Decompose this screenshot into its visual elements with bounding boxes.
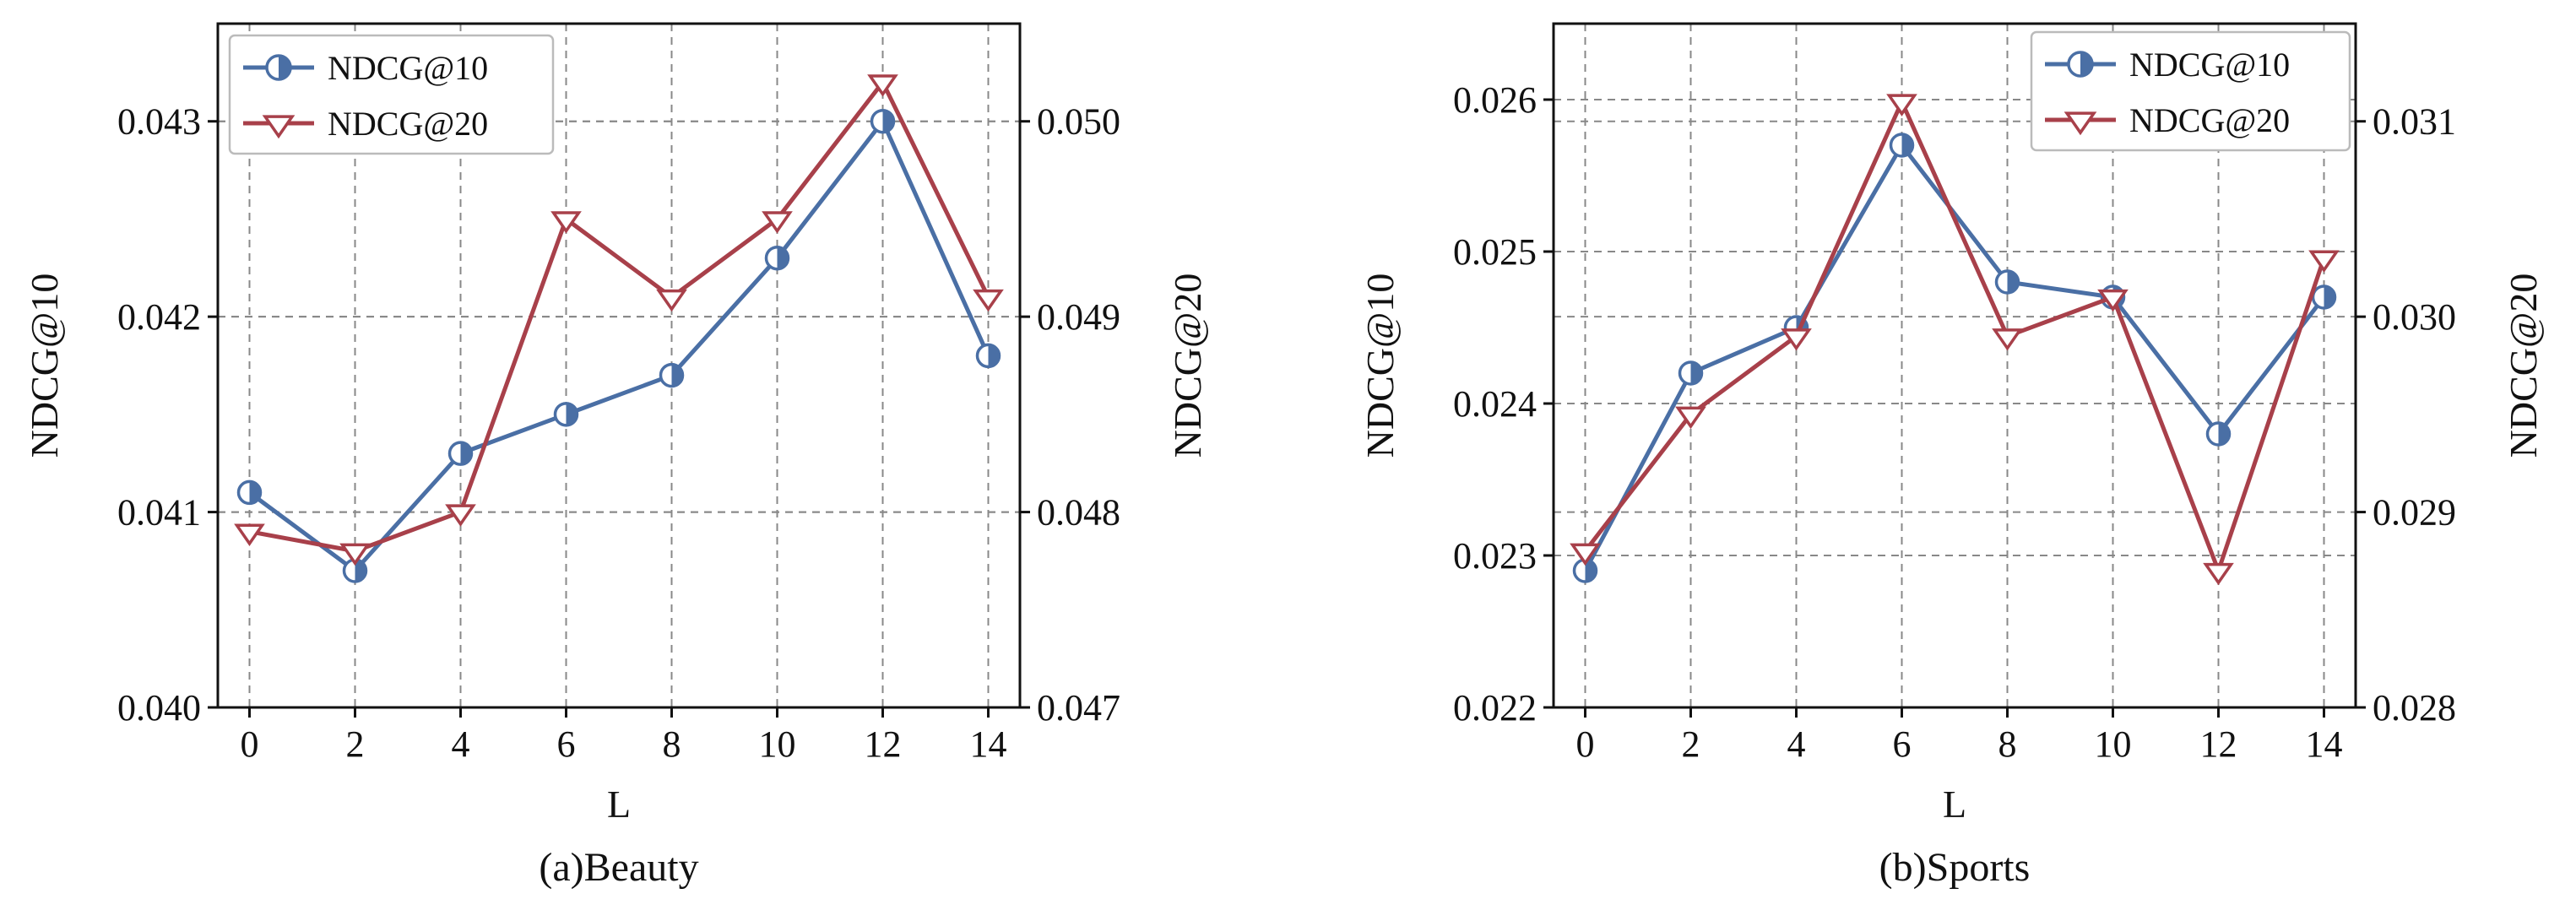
triangle-marker (2064, 111, 2097, 136)
triangle-marker (867, 74, 898, 97)
triangle-marker (339, 543, 371, 566)
legend-item: NDCG@20 (2045, 101, 2290, 139)
y-left-tick-label: 0.042 (117, 296, 201, 338)
circle-marker (2067, 51, 2094, 78)
x-tick-label: 2 (346, 723, 365, 765)
triangle-marker (2308, 250, 2340, 273)
y-right-tick-label: 0.031 (2373, 101, 2456, 143)
circle-marker (764, 245, 790, 271)
triangle-marker (656, 289, 687, 312)
plot-frame (216, 22, 1022, 709)
x-tick-label: 4 (1787, 723, 1806, 765)
series-ndcg-10 (1572, 133, 2337, 583)
circle-marker (1994, 269, 2020, 295)
y-left-tick-label: 0.025 (1453, 231, 1537, 273)
y-left-tick-label: 0.024 (1453, 383, 1537, 425)
triangle-marker (1781, 328, 1812, 351)
chart-panel: 0 2 4 6 8 10 12 14 0.040 0.041 0.042 0.043 0.047 0.04… (23, 22, 1209, 890)
legend-item: NDCG@20 (243, 105, 488, 143)
triangle-marker (445, 504, 476, 527)
x-tick-label: 6 (557, 723, 576, 765)
y-left-tick-label: 0.022 (1453, 687, 1537, 729)
circle-marker (1889, 133, 1915, 158)
triangle-marker (262, 115, 296, 139)
legend-item: NDCG@10 (2045, 46, 2290, 84)
y-right-axis-title: NDCG@20 (2502, 274, 2545, 458)
circle-marker (2205, 421, 2232, 447)
y-left-tick-label: 0.040 (117, 687, 201, 729)
y-left-tick-label: 0.041 (117, 492, 201, 534)
series-line (1583, 100, 2326, 573)
series-ndcg-20 (1570, 94, 2340, 586)
y-right-tick-label: 0.030 (2373, 296, 2456, 338)
y-right-tick-label: 0.048 (1037, 492, 1120, 534)
x-tick-label: 4 (452, 723, 470, 765)
y-right-tick-label: 0.047 (1037, 687, 1120, 729)
y-left-tick-label: 0.026 (1453, 79, 1537, 121)
triangle-marker (1570, 543, 1601, 566)
x-tick-label: 0 (1576, 723, 1595, 765)
x-tick-label: 12 (2200, 723, 2237, 765)
triangle-marker (1992, 328, 2023, 351)
x-tick-label: 10 (2095, 723, 2132, 765)
triangle-marker (973, 289, 1004, 312)
triangle-marker (2097, 289, 2129, 312)
legend-label: NDCG@10 (328, 49, 488, 87)
y-right-tick-label: 0.050 (1037, 101, 1120, 143)
x-tick-label: 14 (2306, 723, 2343, 765)
circle-marker (447, 441, 474, 466)
y-right-axis-title: NDCG@20 (1166, 274, 1209, 458)
triangle-marker (762, 211, 793, 234)
circle-marker (2311, 284, 2337, 310)
series-ndcg-20 (234, 74, 1004, 566)
circle-marker (870, 108, 896, 134)
x-tick-label: 8 (1998, 723, 2017, 765)
x-tick-label: 12 (865, 723, 902, 765)
triangle-marker (2203, 562, 2234, 586)
chart-panel: 0 2 4 6 8 10 12 14 0.022 0.023 0.024 0.025 0.026 0.02… (1359, 22, 2545, 890)
triangle-marker (550, 211, 582, 234)
legend-item: NDCG@10 (243, 49, 488, 87)
triangle-marker (1886, 94, 1917, 116)
circle-marker (236, 479, 263, 506)
subplot-caption: (a)Beauty (539, 845, 698, 890)
x-axis-title: L (607, 783, 631, 826)
series-ndcg-10 (236, 108, 1001, 583)
y-left-tick-label: 0.043 (117, 101, 201, 143)
series-line (1583, 143, 2326, 572)
legend-label: NDCG@10 (2129, 46, 2290, 84)
x-axis-title: L (1943, 783, 1966, 826)
x-tick-label: 0 (241, 723, 259, 765)
x-tick-label: 10 (759, 723, 796, 765)
y-right-tick-label: 0.029 (2373, 492, 2456, 534)
y-right-tick-label: 0.049 (1037, 296, 1120, 338)
legend-label: NDCG@20 (2129, 101, 2290, 139)
circle-marker (659, 362, 685, 388)
y-right-tick-label: 0.028 (2373, 687, 2456, 729)
triangle-marker (234, 523, 265, 546)
circle-marker (553, 402, 579, 427)
y-left-axis-title: NDCG@10 (1359, 274, 1402, 458)
legend: NDCG@10 NDCG@20 (2030, 30, 2351, 152)
circle-marker (265, 54, 292, 81)
x-tick-label: 8 (663, 723, 681, 765)
x-tick-label: 2 (1682, 723, 1700, 765)
circle-marker (975, 343, 1001, 369)
legend-label: NDCG@20 (328, 105, 488, 143)
plot-frame (1552, 22, 2357, 709)
circle-marker (1678, 360, 1704, 386)
x-tick-label: 6 (1893, 723, 1912, 765)
series-line (248, 119, 990, 573)
x-tick-label: 14 (970, 723, 1007, 765)
legend: NDCG@10 NDCG@20 (228, 34, 555, 155)
series-line (249, 79, 990, 554)
subplot-caption: (b)Sports (1879, 845, 2031, 890)
triangle-marker (1675, 406, 1706, 430)
y-left-tick-label: 0.023 (1453, 535, 1537, 577)
y-left-axis-title: NDCG@10 (23, 274, 66, 458)
